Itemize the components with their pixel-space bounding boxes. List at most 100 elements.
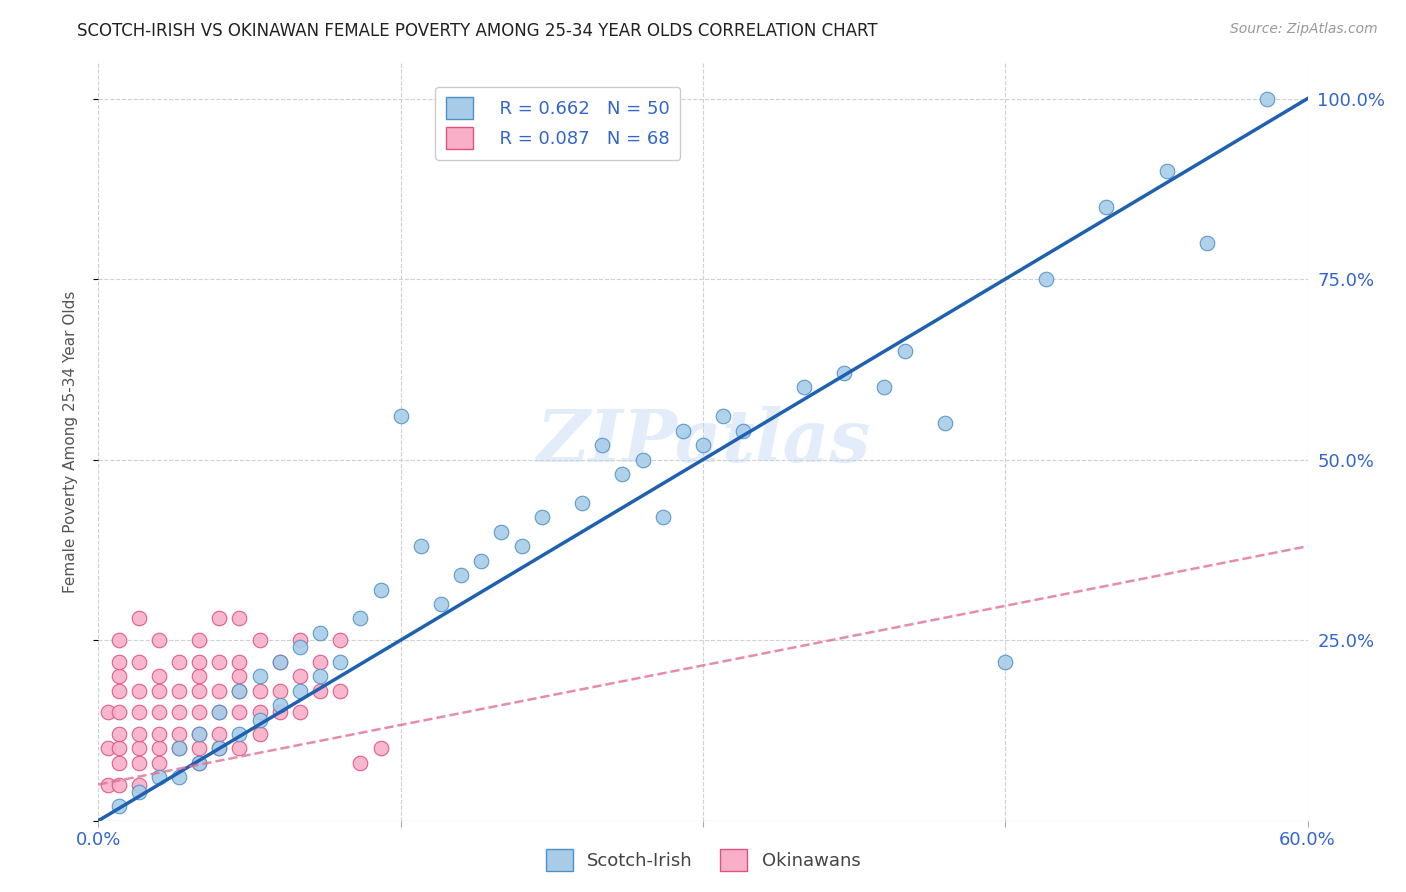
Point bbox=[1195, 235, 1218, 250]
Point bbox=[167, 655, 190, 669]
Point bbox=[97, 778, 120, 792]
Point bbox=[692, 438, 714, 452]
Point bbox=[148, 727, 170, 741]
Point bbox=[269, 655, 291, 669]
Point bbox=[329, 633, 352, 648]
Point bbox=[188, 741, 211, 756]
Point bbox=[148, 741, 170, 756]
Point bbox=[228, 611, 250, 625]
Point bbox=[893, 344, 915, 359]
Point bbox=[188, 756, 211, 770]
Point bbox=[288, 683, 311, 698]
Y-axis label: Female Poverty Among 25-34 Year Olds: Female Poverty Among 25-34 Year Olds bbox=[63, 291, 77, 592]
Point bbox=[269, 706, 291, 720]
Point bbox=[97, 741, 120, 756]
Point bbox=[148, 683, 170, 698]
Point bbox=[934, 417, 956, 431]
Point bbox=[188, 756, 211, 770]
Point bbox=[128, 741, 150, 756]
Point bbox=[370, 741, 392, 756]
Point bbox=[288, 669, 311, 683]
Point bbox=[107, 655, 129, 669]
Point bbox=[167, 741, 190, 756]
Point bbox=[188, 655, 211, 669]
Point bbox=[228, 727, 250, 741]
Point bbox=[711, 409, 734, 424]
Point bbox=[208, 683, 231, 698]
Point bbox=[208, 655, 231, 669]
Point bbox=[148, 706, 170, 720]
Point bbox=[107, 799, 129, 814]
Point bbox=[208, 741, 231, 756]
Point bbox=[208, 741, 231, 756]
Point bbox=[329, 683, 352, 698]
Point bbox=[128, 706, 150, 720]
Point bbox=[208, 706, 231, 720]
Point bbox=[188, 727, 211, 741]
Point bbox=[249, 706, 271, 720]
Point bbox=[128, 655, 150, 669]
Point bbox=[288, 633, 311, 648]
Point bbox=[470, 554, 492, 568]
Text: SCOTCH-IRISH VS OKINAWAN FEMALE POVERTY AMONG 25-34 YEAR OLDS CORRELATION CHART: SCOTCH-IRISH VS OKINAWAN FEMALE POVERTY … bbox=[77, 22, 877, 40]
Point bbox=[249, 633, 271, 648]
Point bbox=[107, 727, 129, 741]
Point bbox=[269, 698, 291, 712]
Point bbox=[228, 669, 250, 683]
Point bbox=[228, 683, 250, 698]
Point bbox=[631, 452, 654, 467]
Point bbox=[249, 727, 271, 741]
Point bbox=[208, 611, 231, 625]
Point bbox=[733, 424, 755, 438]
Point bbox=[107, 669, 129, 683]
Point bbox=[128, 778, 150, 792]
Point bbox=[188, 727, 211, 741]
Point bbox=[228, 706, 250, 720]
Point bbox=[148, 669, 170, 683]
Text: Source: ZipAtlas.com: Source: ZipAtlas.com bbox=[1230, 22, 1378, 37]
Point bbox=[873, 380, 896, 394]
Point bbox=[208, 706, 231, 720]
Point bbox=[591, 438, 613, 452]
Point bbox=[349, 756, 371, 770]
Point bbox=[128, 727, 150, 741]
Point bbox=[389, 409, 412, 424]
Point bbox=[167, 770, 190, 784]
Point bbox=[97, 706, 120, 720]
Point bbox=[188, 706, 211, 720]
Point bbox=[167, 741, 190, 756]
Legend:   R = 0.662   N = 50,   R = 0.087   N = 68: R = 0.662 N = 50, R = 0.087 N = 68 bbox=[436, 87, 681, 160]
Point bbox=[128, 683, 150, 698]
Point bbox=[288, 706, 311, 720]
Point bbox=[612, 467, 634, 481]
Point bbox=[228, 741, 250, 756]
Point bbox=[249, 713, 271, 727]
Point bbox=[128, 756, 150, 770]
Point bbox=[107, 633, 129, 648]
Point bbox=[208, 727, 231, 741]
Point bbox=[107, 741, 129, 756]
Point bbox=[450, 568, 472, 582]
Point bbox=[167, 727, 190, 741]
Point bbox=[249, 683, 271, 698]
Point bbox=[128, 611, 150, 625]
Point bbox=[288, 640, 311, 655]
Point bbox=[1256, 91, 1278, 105]
Legend: Scotch-Irish, Okinawans: Scotch-Irish, Okinawans bbox=[538, 842, 868, 879]
Point bbox=[309, 655, 332, 669]
Point bbox=[107, 683, 129, 698]
Point bbox=[409, 539, 432, 553]
Point bbox=[793, 380, 815, 394]
Point bbox=[188, 683, 211, 698]
Point bbox=[832, 366, 855, 380]
Point bbox=[309, 669, 332, 683]
Point bbox=[672, 424, 695, 438]
Point bbox=[571, 496, 593, 510]
Point bbox=[107, 778, 129, 792]
Point bbox=[148, 633, 170, 648]
Point bbox=[491, 524, 513, 539]
Point bbox=[188, 669, 211, 683]
Point bbox=[530, 510, 553, 524]
Text: ZIPatlas: ZIPatlas bbox=[536, 406, 870, 477]
Point bbox=[167, 683, 190, 698]
